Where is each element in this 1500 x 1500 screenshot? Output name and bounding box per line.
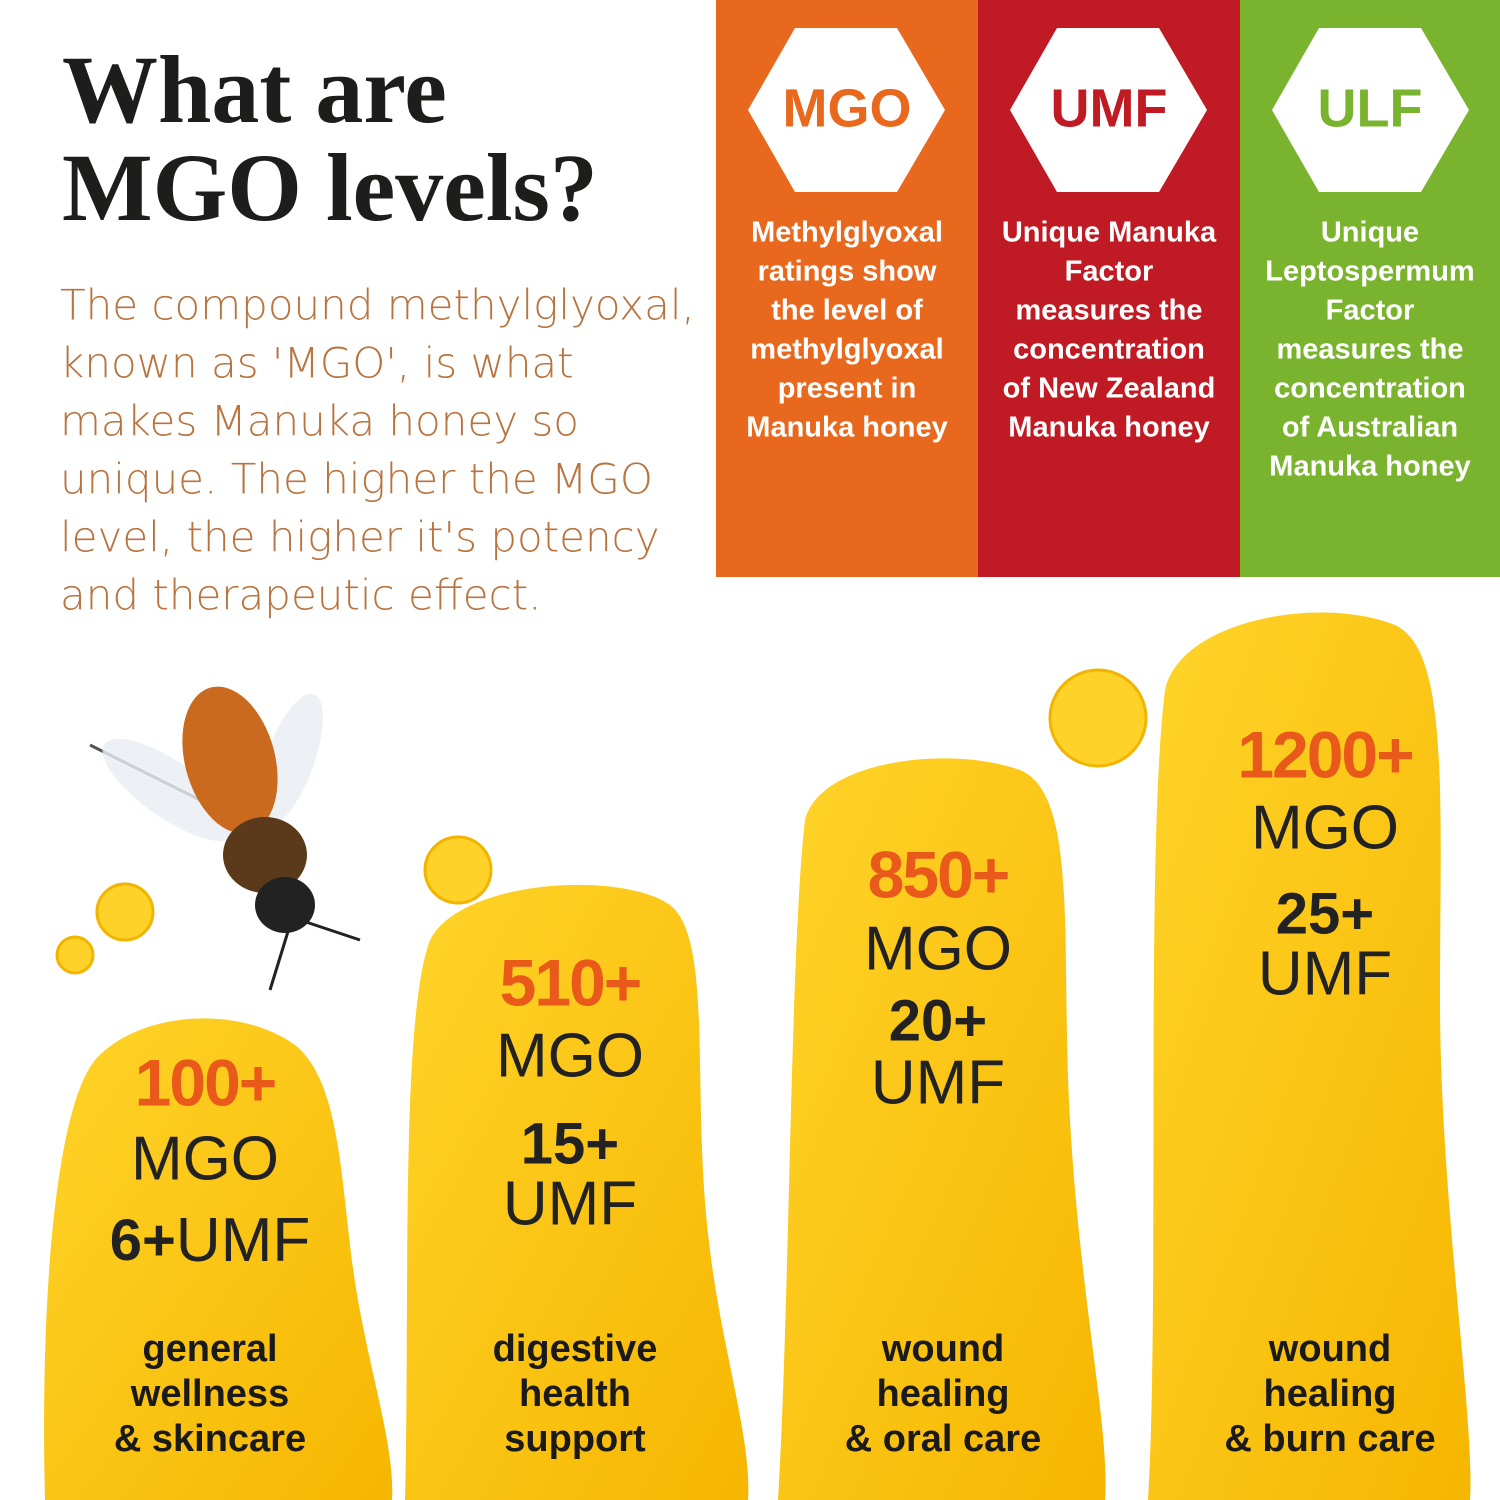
mgo-unit: MGO (864, 914, 1012, 983)
use-text: wound (881, 1328, 1004, 1370)
card-description: methylglyoxal (750, 334, 943, 366)
honey-droplets (55, 668, 1148, 975)
use-text: & skincare (114, 1418, 306, 1460)
umf-unit: UMF (871, 1048, 1005, 1117)
use-text: & burn care (1224, 1418, 1435, 1460)
card-description: measures the (1016, 295, 1203, 327)
card-label: ULF (1318, 78, 1423, 138)
title: MGO levels? (62, 134, 598, 241)
card-description: ratings show (758, 256, 937, 288)
mgo-value: 1200+ (1237, 717, 1412, 791)
use-text: general (142, 1328, 277, 1370)
hexagons (748, 28, 1469, 192)
card-description: of New Zealand (1003, 373, 1216, 405)
use-text: healing (1263, 1373, 1396, 1415)
use-text: digestive (493, 1328, 658, 1370)
umf-value: 15+ (521, 1111, 619, 1176)
use-text: wound (1268, 1328, 1391, 1370)
card-description: Manuka honey (1269, 451, 1470, 483)
body-text: level, the higher it's potency (60, 513, 660, 562)
card-description: Factor (1065, 256, 1154, 288)
card-label: MGO (783, 78, 912, 138)
use-text: healing (876, 1373, 1009, 1415)
body-text: The compound methylglyoxal, (60, 281, 695, 330)
card-description: measures the (1277, 334, 1464, 366)
title: What are (62, 36, 447, 143)
card-description: of Australian (1282, 412, 1458, 444)
honey-drips (44, 612, 1471, 1500)
body-text: and therapeutic effect. (60, 571, 542, 620)
card-description: concentration (1013, 334, 1205, 366)
mgo-value: 100+ (135, 1045, 276, 1119)
body-text: known as 'MGO', is what (60, 339, 574, 388)
card-description: Unique Manuka (1002, 217, 1217, 249)
umf-value: 6+ (110, 1208, 176, 1273)
umf-unit: UMF (176, 1206, 310, 1275)
umf-unit: UMF (1258, 939, 1392, 1008)
card-description: Unique (1321, 217, 1419, 249)
umf-value: 20+ (889, 988, 987, 1053)
umf-value: 25+ (1276, 881, 1374, 946)
card-description: Manuka honey (1008, 412, 1209, 444)
card-description: Manuka honey (746, 412, 947, 444)
card-description: the level of (771, 295, 923, 327)
mgo-unit: MGO (496, 1021, 644, 1090)
body-text: makes Manuka honey so (60, 397, 579, 446)
mgo-unit: MGO (131, 1124, 279, 1193)
card-description: present in (778, 373, 917, 405)
use-text: & oral care (845, 1418, 1041, 1460)
card-label: UMF (1051, 78, 1168, 138)
mgo-unit: MGO (1251, 793, 1399, 862)
mgo-value: 510+ (500, 945, 641, 1019)
card-description: Factor (1326, 295, 1415, 327)
umf-line: 6+UMF (110, 1206, 310, 1275)
use-text: support (504, 1418, 646, 1460)
card-description: Methylglyoxal (751, 217, 943, 249)
card-description: Leptospermum (1265, 256, 1474, 288)
bee (89, 686, 361, 991)
use-text: wellness (130, 1373, 289, 1415)
umf-unit: UMF (503, 1169, 637, 1238)
mgo-value: 850+ (868, 837, 1009, 911)
body-text: unique. The higher the MGO (60, 455, 653, 504)
card-description: concentration (1274, 373, 1466, 405)
use-text: health (519, 1373, 631, 1415)
